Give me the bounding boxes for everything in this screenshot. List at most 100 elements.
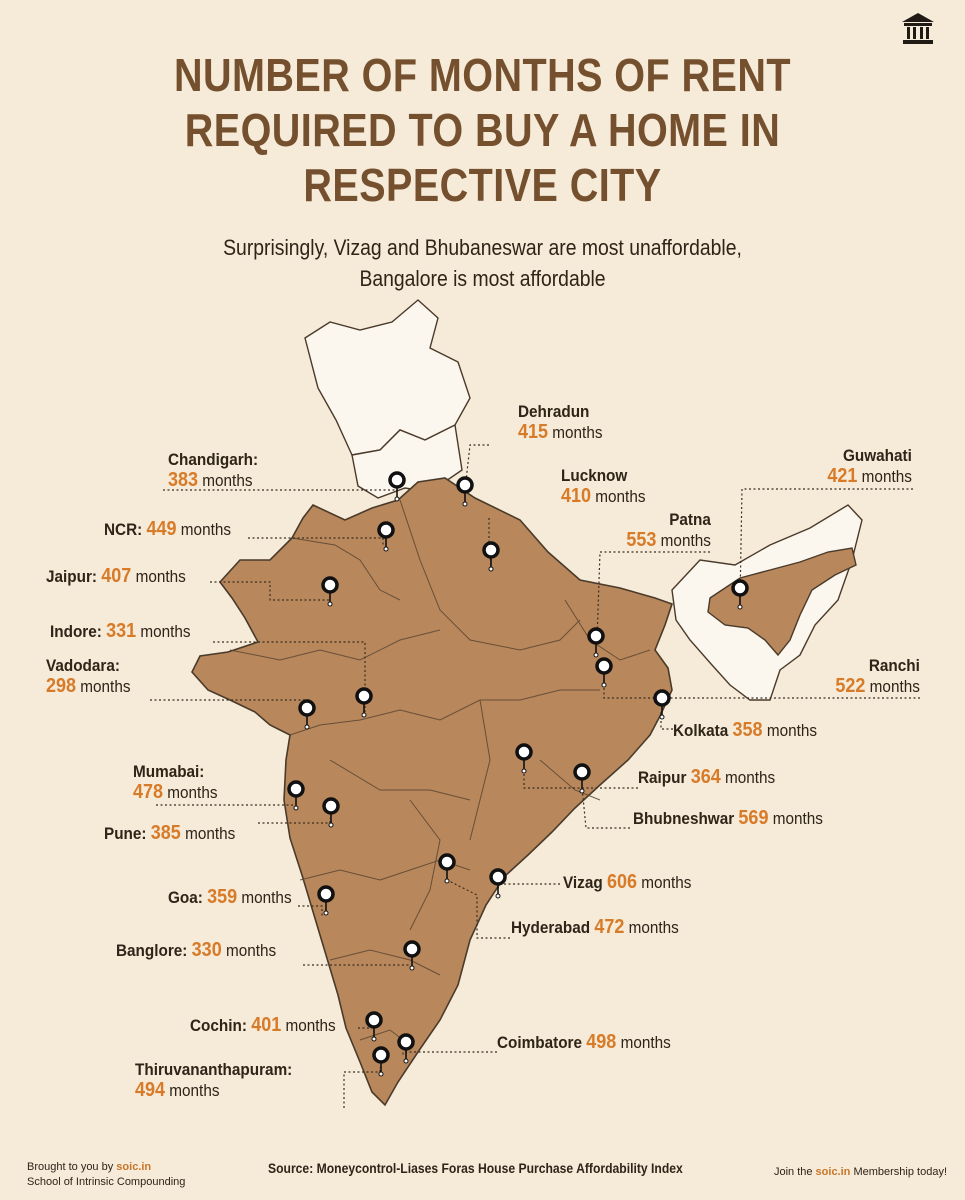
city-label-vadodara: Vadodara: 298 months — [46, 656, 130, 697]
city-label-ranchi: Ranchi 522 months — [836, 656, 920, 697]
map-pin-icon — [653, 689, 671, 720]
footer-credit: Brought to you by soic.in School of Intr… — [27, 1160, 185, 1190]
city-unit: months — [241, 888, 292, 907]
city-unit: months — [595, 487, 646, 506]
map-pin-icon — [397, 1033, 415, 1064]
city-unit: months — [180, 520, 231, 539]
map-pin-icon — [355, 687, 373, 718]
city-unit: months — [140, 622, 191, 641]
city-name: NCR: — [104, 520, 143, 539]
map-pin-icon — [287, 780, 305, 811]
city-unit: months — [225, 941, 277, 960]
city-name: Bhubneshwar — [633, 809, 735, 828]
city-value: 330 — [191, 939, 222, 961]
city-name: Guwahati — [843, 446, 912, 465]
city-label-chandigarh: Chandigarh: 383 months — [168, 450, 258, 491]
city-label-hyderabad: Hyderabad 472 months — [511, 917, 679, 938]
map-pin-icon — [438, 853, 456, 884]
city-name: Patna — [669, 510, 711, 529]
map-pin-icon — [489, 868, 507, 899]
city-label-bangalore: Banglore: 330 months — [116, 940, 276, 961]
city-unit: months — [169, 1081, 220, 1100]
city-label-ncr: NCR: 449 months — [104, 519, 231, 540]
city-name: Chandigarh: — [168, 450, 259, 469]
city-value: 410 — [561, 485, 592, 507]
map-pin-icon — [372, 1046, 390, 1077]
city-value: 331 — [106, 620, 137, 642]
city-name: Vadodara: — [46, 656, 120, 675]
city-unit: months — [552, 423, 603, 442]
city-value: 478 — [133, 781, 164, 803]
city-unit: months — [620, 1033, 671, 1052]
city-unit: months — [641, 873, 692, 892]
city-unit: months — [766, 721, 818, 740]
map-pin-icon — [317, 885, 335, 916]
assam-region — [707, 547, 857, 657]
city-name: Banglore: — [116, 941, 188, 960]
city-label-vizag: Vizag 606 months — [563, 872, 691, 893]
map-pin-icon — [377, 521, 395, 552]
brought-prefix: Brought to you by — [27, 1161, 114, 1173]
city-value: 522 — [835, 675, 866, 697]
city-unit: months — [861, 467, 912, 486]
footer-membership: Join the soic.in Membership today! — [774, 1166, 947, 1178]
city-unit: months — [772, 809, 823, 828]
city-value: 364 — [690, 766, 721, 788]
map-pin-icon — [403, 940, 421, 971]
title-line-2: REQUIRED TO BUY A HOME IN — [184, 104, 781, 156]
map-pin-icon — [731, 579, 749, 610]
subtitle: Surprisingly, Vizag and Bhubaneswar are … — [58, 232, 907, 294]
map-pin-icon — [595, 657, 613, 688]
city-unit: months — [725, 768, 776, 787]
mainland-india — [191, 477, 674, 1107]
city-name: Pune: — [104, 824, 147, 843]
bank-building-icon — [902, 13, 934, 44]
map-pin-icon — [298, 699, 316, 730]
city-unit: months — [167, 783, 218, 802]
city-value: 421 — [827, 465, 858, 487]
city-label-kolkata: Kolkata 358 months — [673, 720, 817, 741]
city-name: Coimbatore — [497, 1033, 583, 1052]
city-value: 553 — [626, 529, 657, 551]
city-label-indore: Indore: 331 months — [50, 621, 191, 642]
city-label-mumbai: Mumabai: 478 months — [133, 762, 217, 803]
city-unit: months — [869, 677, 920, 696]
title-line-3: RESPECTIVE CITY — [303, 159, 662, 211]
city-name: Cochin: — [190, 1016, 247, 1035]
city-label-patna: Patna 553 months — [627, 510, 711, 551]
map-pin-icon — [515, 743, 533, 774]
city-unit: months — [660, 531, 711, 550]
city-name: Dehradun — [518, 402, 590, 421]
city-label-cochin: Cochin: 401 months — [190, 1015, 336, 1036]
city-label-dehradun: Dehradun 415 months — [518, 402, 602, 443]
city-name: Raipur — [638, 768, 687, 787]
join-prefix: Join the — [773, 1166, 813, 1178]
city-unit: months — [202, 471, 253, 490]
city-value: 606 — [606, 871, 637, 893]
membership-brand-link[interactable]: soic.in — [815, 1166, 851, 1178]
map-pin-icon — [456, 476, 474, 507]
brand-link[interactable]: soic.in — [116, 1161, 152, 1173]
city-name: Thiruvananthapuram: — [135, 1060, 293, 1079]
city-value: 494 — [135, 1079, 166, 1101]
map-pin-icon — [365, 1011, 383, 1042]
subtitle-line-1: Surprisingly, Vizag and Bhubaneswar are … — [223, 235, 742, 260]
map-pin-icon — [587, 627, 605, 658]
city-unit: months — [185, 824, 236, 843]
footer-source: Source: Moneycontrol-Liases Foras House … — [268, 1161, 683, 1176]
city-name: Hyderabad — [511, 918, 591, 937]
map-pin-icon — [322, 797, 340, 828]
join-suffix: Membership today! — [853, 1166, 947, 1178]
city-name: Mumabai: — [133, 762, 205, 781]
city-value: 449 — [146, 518, 177, 540]
map-pin-icon — [388, 471, 406, 502]
city-label-thiruvananthapuram: Thiruvananthapuram: 494 months — [135, 1060, 292, 1101]
city-unit: months — [285, 1016, 336, 1035]
city-value: 358 — [732, 719, 763, 741]
title-line-1: NUMBER OF MONTHS OF RENT — [174, 49, 791, 101]
jammu-kashmir-region — [304, 299, 471, 456]
school-name: School of Intrinsic Compounding — [27, 1176, 186, 1188]
city-unit: months — [628, 918, 679, 937]
map-pin-icon — [573, 763, 591, 794]
